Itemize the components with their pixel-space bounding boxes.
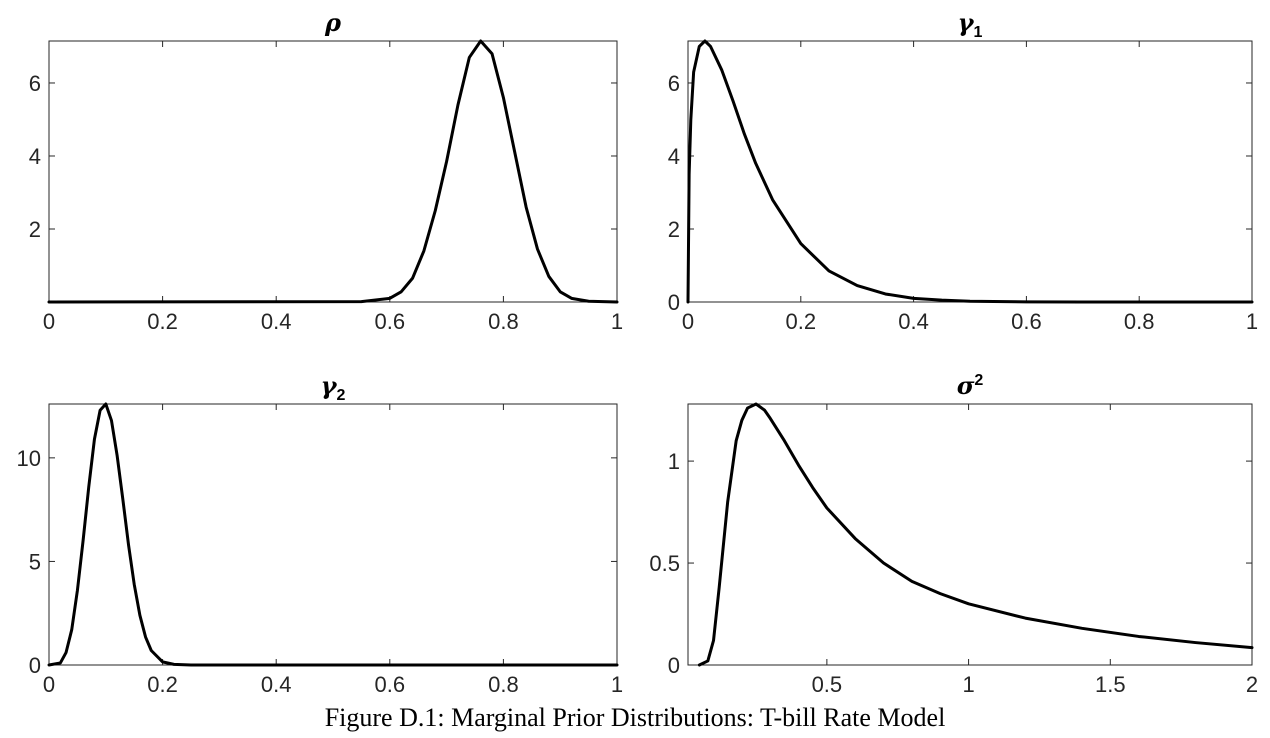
y-tick-label: 6	[29, 71, 41, 96]
x-tick-label: 0.6	[1011, 309, 1042, 334]
y-tick-label: 0	[29, 653, 41, 678]
x-tick-label: 0	[682, 309, 694, 334]
x-tick-label: 1	[962, 672, 974, 697]
density-curve	[47, 402, 619, 667]
y-tick-label: 2	[668, 217, 680, 242]
y-tick-label: 4	[29, 144, 41, 169]
y-tick-label: 4	[668, 144, 680, 169]
y-tick-label: 6	[668, 71, 680, 96]
y-tick-label: 10	[17, 446, 41, 471]
density-curve	[697, 402, 1254, 667]
chart-panel-4: 0.5 1 1.5 2 0 0.5 1 σ2	[649, 371, 1258, 697]
x-tick-label: 1.5	[1095, 672, 1126, 697]
x-tick-label: 0.6	[375, 672, 406, 697]
x-tick-label: 1	[611, 309, 623, 334]
panel-title: σ2	[957, 371, 984, 400]
x-tick-label: 1	[611, 672, 623, 697]
x-tick-label: 0.6	[375, 309, 406, 334]
plot-area-frame	[687, 403, 1253, 666]
density-curve	[686, 39, 1254, 304]
x-tick-label: 0	[43, 672, 55, 697]
y-tick-label: 0	[668, 290, 680, 315]
density-curve	[47, 39, 619, 304]
panel-title: ρ	[324, 8, 342, 37]
y-tick-label: 5	[29, 549, 41, 574]
x-tick-label: 0.5	[812, 672, 843, 697]
chart-panel-2: 0 0.2 0.4 0.6 0.8 1 0 2 4 6 γ1	[668, 8, 1258, 334]
panel-title: γ1	[958, 8, 983, 41]
figure-caption: Figure D.1: Marginal Prior Distributions…	[324, 703, 946, 732]
x-tick-label: 0.8	[488, 672, 519, 697]
y-tick-label: 1	[668, 449, 680, 474]
x-tick-label: 0.4	[261, 309, 292, 334]
panel-title-index: 2	[974, 372, 983, 389]
x-tick-label: 1	[1246, 309, 1258, 334]
x-tick-label: 0.8	[488, 309, 519, 334]
chart-panel-1: 0 0.2 0.4 0.6 0.8 1 2 4 6 ρ	[29, 8, 623, 334]
y-tick-label: 0	[668, 653, 680, 678]
y-tick-label: 0.5	[649, 551, 680, 576]
plot-area-frame	[687, 40, 1253, 303]
x-tick-label: 0.2	[147, 672, 178, 697]
panel-title-index: 1	[973, 24, 982, 41]
panel-title-index: 2	[336, 387, 345, 404]
y-tick-label: 2	[29, 217, 41, 242]
x-tick-label: 0.4	[261, 672, 292, 697]
plot-area-frame	[48, 40, 618, 303]
panel-title: γ2	[321, 371, 346, 404]
x-tick-label: 0	[43, 309, 55, 334]
x-tick-label: 0.4	[898, 309, 929, 334]
x-tick-label: 2	[1246, 672, 1258, 697]
plot-area-frame	[48, 403, 618, 666]
x-tick-label: 0.2	[147, 309, 178, 334]
x-tick-label: 0.8	[1124, 309, 1155, 334]
x-tick-label: 0.2	[786, 309, 817, 334]
